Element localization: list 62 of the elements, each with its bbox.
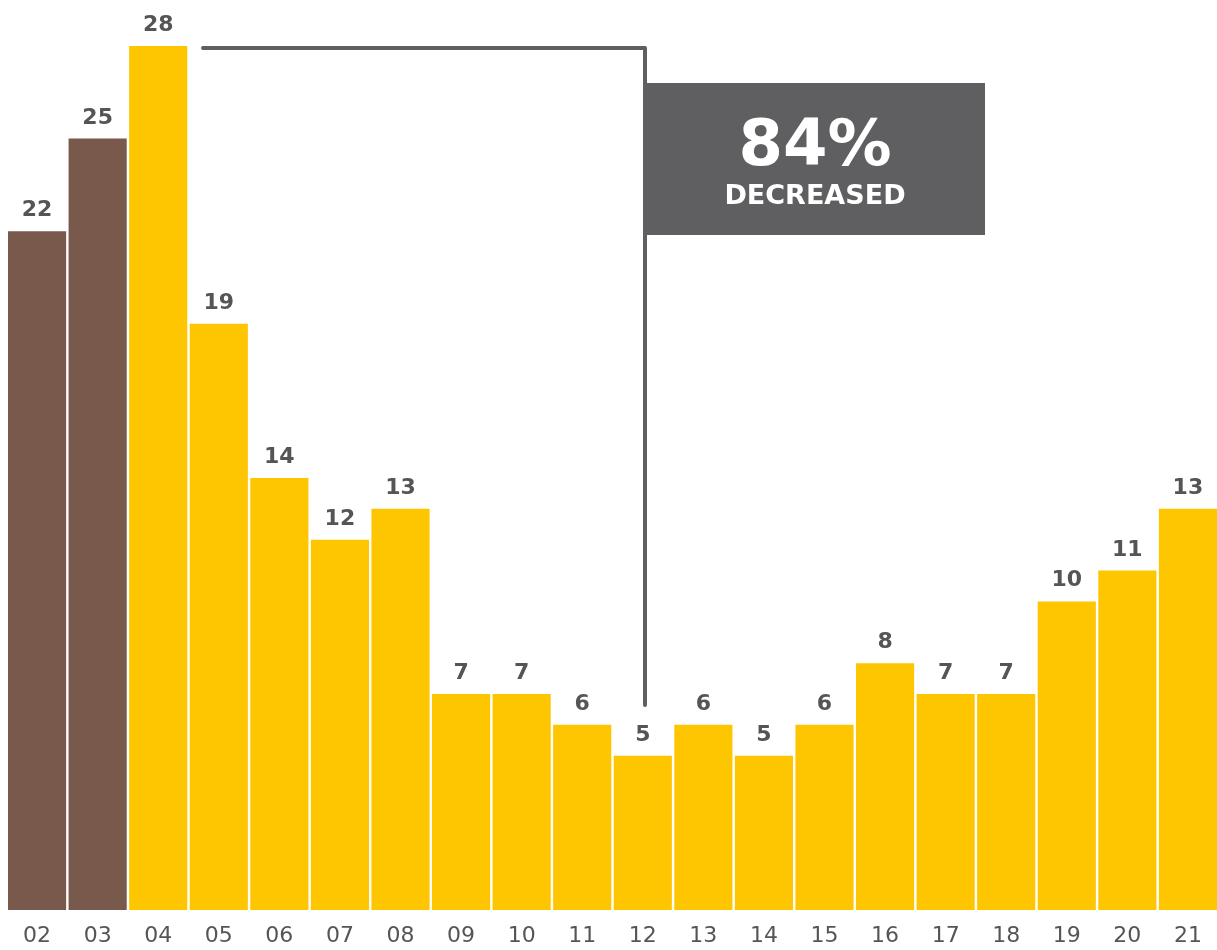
x-tick-label: 15 bbox=[810, 921, 839, 947]
bar bbox=[8, 231, 67, 910]
bar bbox=[977, 694, 1036, 910]
data-label: 13 bbox=[385, 473, 416, 499]
x-tick-label: 09 bbox=[447, 921, 476, 947]
data-label: 8 bbox=[877, 628, 893, 654]
bar bbox=[129, 46, 188, 910]
x-tick-label: 08 bbox=[386, 921, 415, 947]
data-label: 25 bbox=[82, 103, 113, 129]
x-tick-label: 16 bbox=[871, 921, 900, 947]
x-tick-label: 18 bbox=[992, 921, 1021, 947]
x-tick-label: 19 bbox=[1052, 921, 1081, 947]
bar bbox=[492, 694, 551, 910]
data-label: 5 bbox=[635, 720, 651, 746]
data-label: 10 bbox=[1051, 566, 1083, 592]
data-label: 19 bbox=[203, 288, 235, 314]
annotation: 84% bbox=[738, 106, 892, 180]
bar bbox=[916, 694, 975, 910]
data-label: 14 bbox=[264, 443, 295, 468]
bar bbox=[613, 755, 672, 910]
bar bbox=[1158, 508, 1217, 910]
bar bbox=[68, 138, 127, 910]
data-label: 7 bbox=[937, 659, 954, 684]
bar bbox=[310, 539, 369, 910]
x-tick-label: 05 bbox=[204, 921, 233, 947]
x-tick-label: 06 bbox=[265, 921, 294, 947]
x-tick-label: 17 bbox=[931, 921, 960, 947]
data-label: 6 bbox=[816, 689, 833, 715]
bar bbox=[795, 724, 854, 910]
x-tick-label: 03 bbox=[83, 921, 112, 947]
data-label: 7 bbox=[998, 659, 1014, 684]
bar bbox=[189, 323, 248, 910]
data-label: 28 bbox=[142, 11, 174, 36]
x-tick-label: 12 bbox=[628, 921, 657, 947]
data-label: 13 bbox=[1172, 473, 1204, 499]
bar bbox=[553, 724, 612, 910]
bar bbox=[371, 508, 430, 910]
bar bbox=[1037, 601, 1096, 910]
annotation: DECREASED bbox=[724, 179, 906, 210]
data-label: 11 bbox=[1112, 535, 1143, 561]
data-label: 5 bbox=[756, 720, 772, 746]
bar bbox=[250, 478, 309, 910]
data-label: 22 bbox=[21, 196, 53, 222]
data-label: 12 bbox=[324, 504, 356, 530]
x-tick-label: 10 bbox=[507, 921, 536, 947]
x-tick-label: 14 bbox=[749, 921, 778, 947]
x-tick-label: 07 bbox=[325, 921, 354, 947]
x-tick-label: 13 bbox=[689, 921, 718, 947]
x-tick-label: 04 bbox=[144, 921, 173, 947]
bar bbox=[734, 755, 793, 910]
bar bbox=[856, 663, 915, 910]
data-label: 6 bbox=[695, 689, 712, 715]
bar bbox=[432, 694, 491, 910]
data-label: 6 bbox=[574, 689, 590, 715]
x-tick-label: 20 bbox=[1113, 921, 1142, 947]
data-label: 7 bbox=[453, 659, 469, 684]
data-label: 7 bbox=[513, 659, 530, 684]
bar bbox=[674, 724, 733, 910]
bar bbox=[1098, 570, 1157, 910]
x-tick-label: 02 bbox=[23, 921, 52, 947]
x-tick-label: 21 bbox=[1173, 921, 1202, 947]
x-tick-label: 11 bbox=[568, 921, 597, 947]
